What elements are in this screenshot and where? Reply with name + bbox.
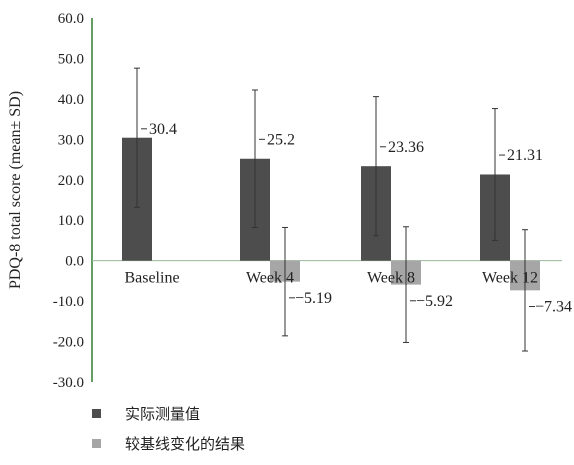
y-tick-label: 50.0	[58, 51, 84, 67]
value-label-measured: 21.31	[507, 147, 543, 164]
legend-swatch-measured	[92, 408, 101, 418]
category-label: Baseline	[124, 270, 179, 287]
category-label: Week 8	[367, 270, 415, 287]
value-label-measured: 23.36	[388, 139, 424, 156]
y-tick-label: 20.0	[58, 173, 84, 189]
value-label-measured: 30.4	[149, 121, 177, 138]
legend-label-measured: 实际测量值	[125, 404, 201, 423]
y-axis-title-group: PDQ-8 total score (mean± SD)	[7, 91, 24, 289]
value-label-change: −5.92	[416, 293, 453, 310]
y-axis-title: PDQ-8 total score (mean± SD)	[7, 91, 24, 289]
y-tick-label: 0.0	[65, 254, 84, 270]
legend-item-measured: 实际测量值	[92, 398, 392, 428]
legend-swatch-change	[92, 438, 101, 448]
value-label-measured: 25.2	[267, 131, 295, 148]
category-labels: Baseline Week 4 Week 8 Week 12	[124, 270, 538, 287]
legend-item-change: 较基线变化的结果	[92, 428, 392, 458]
value-labels: 30.4 25.2 −5.19 23.36 −5.92 21.31 −7.34	[141, 121, 572, 316]
legend-label-change: 较基线变化的结果	[125, 434, 246, 453]
category-label: Week 12	[482, 270, 538, 287]
legend: 实际测量值 较基线变化的结果	[92, 398, 392, 458]
y-tick-label: -20.0	[53, 335, 84, 351]
value-label-change: −5.19	[295, 290, 332, 307]
y-axis: 60.0 50.0 40.0 30.0 20.0 10.0 0.0 -10.0 -20.0 -30…	[53, 11, 562, 391]
y-tick-label: 10.0	[58, 213, 84, 229]
y-tick-label: 60.0	[58, 11, 84, 27]
bars	[122, 137, 540, 291]
value-label-change: −7.34	[535, 299, 572, 316]
y-tick-label: -30.0	[53, 375, 84, 391]
y-tick-label: 30.0	[58, 132, 84, 148]
error-bars	[134, 67, 528, 352]
y-tick-label: -10.0	[53, 294, 84, 310]
category-label: Week 4	[246, 270, 294, 287]
y-tick-label: 40.0	[58, 92, 84, 108]
